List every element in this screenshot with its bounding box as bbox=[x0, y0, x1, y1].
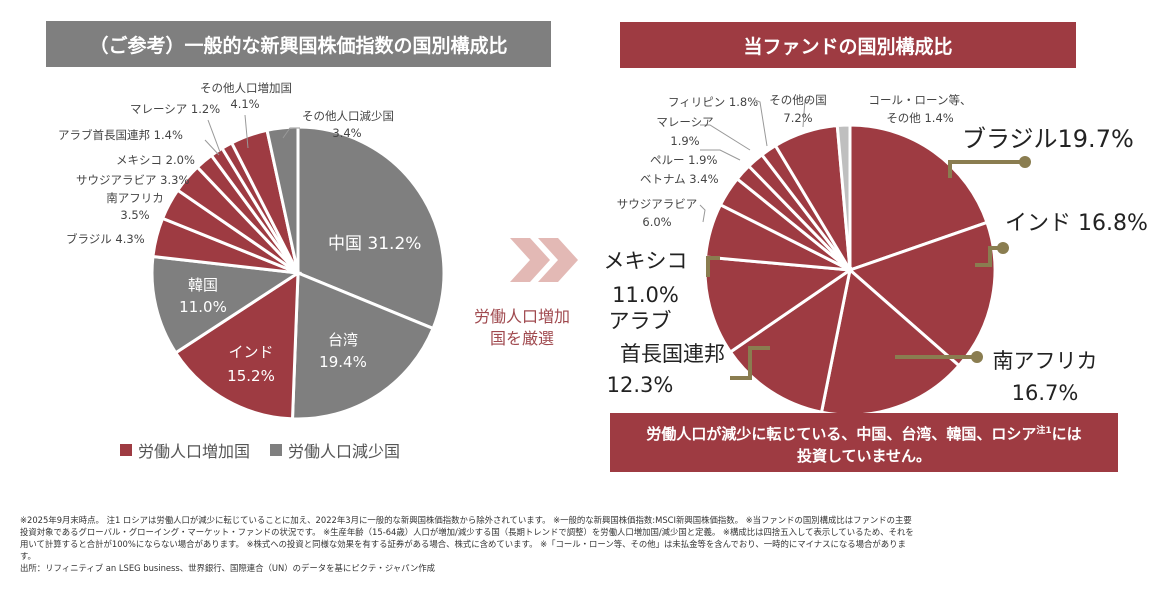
label-r-saudi-value: 6.0% bbox=[642, 215, 672, 229]
label-brazil: ブラジル 4.3% bbox=[66, 232, 145, 246]
label-r-uae-2: 首長国連邦 bbox=[620, 342, 725, 366]
label-r-brazil: ブラジル19.7% bbox=[962, 125, 1134, 153]
label-r-malaysia-value: 1.9% bbox=[670, 134, 700, 148]
label-r-other: その他の国 bbox=[769, 93, 827, 107]
leader-dots bbox=[971, 156, 1031, 363]
label-mexico: メキシコ 2.0% bbox=[116, 153, 195, 167]
right-chart-title: 当ファンドの国別構成比 bbox=[620, 22, 1076, 68]
middle-caption-line2: 国を厳選 bbox=[489, 329, 554, 348]
label-r-mexico: メキシコ bbox=[603, 249, 688, 273]
label-r-south-africa: 南アフリカ bbox=[992, 349, 1098, 373]
label-uae: アラブ首長国連邦 1.4% bbox=[58, 128, 183, 142]
footnote-text: ※2025年9月末時点。 注1 ロシアは労働人口が減少に転じていることに加え、2… bbox=[20, 515, 914, 561]
label-r-uae-value: 12.3% bbox=[606, 373, 674, 397]
label-r-south-africa-value: 16.7% bbox=[1011, 381, 1079, 405]
left-chart-title: （ご参考）一般的な新興国株価指数の国別構成比 bbox=[46, 21, 551, 67]
label-r-philippines: フィリピン 1.8% bbox=[668, 95, 759, 109]
label-india: インド bbox=[228, 343, 274, 361]
notice-line1: 労働人口が減少に転じている、中国、台湾、韓国、ロシア bbox=[646, 425, 1037, 443]
label-r-peru: ペルー 1.9% bbox=[650, 153, 718, 167]
footnotes: ※2025年9月末時点。 注1 ロシアは労働人口が減少に転じていることに加え、2… bbox=[20, 514, 920, 574]
label-r-cash-value: その他 1.4% bbox=[886, 111, 954, 125]
label-south-africa-value: 3.5% bbox=[120, 208, 150, 222]
pie-slice-3 bbox=[728, 266, 853, 414]
pie-slice-3 bbox=[150, 254, 303, 355]
pie-slice-11 bbox=[835, 123, 852, 271]
label-china: 中国 31.2% bbox=[328, 234, 422, 254]
leader-lines bbox=[204, 99, 812, 223]
label-taiwan: 台湾 bbox=[327, 331, 358, 349]
legend: 労働人口増加国 労働人口減少国 bbox=[120, 438, 400, 462]
label-r-malaysia: マレーシア bbox=[656, 115, 714, 129]
label-r-india: インド 16.8% bbox=[1005, 211, 1148, 236]
label-other-decrease-value: 3.4% bbox=[332, 126, 362, 140]
label-r-mexico-value: 11.0% bbox=[612, 283, 679, 307]
label-other-increase-value: 4.1% bbox=[230, 97, 260, 111]
label-south-africa: 南アフリカ bbox=[106, 191, 164, 205]
legend-label-decrease: 労働人口減少国 bbox=[288, 442, 401, 461]
label-other-increase: その他人口増加国 bbox=[200, 81, 292, 95]
label-malaysia: マレーシア 1.2% bbox=[130, 102, 221, 116]
label-saudi: サウジアラビア 3.3% bbox=[76, 173, 190, 187]
right-pie bbox=[703, 123, 997, 417]
pie-slice-2 bbox=[173, 270, 300, 421]
legend-label-increase: 労働人口増加国 bbox=[138, 442, 251, 461]
notice-box: 労働人口が減少に転じている、中国、台湾、韓国、ロシア注1には 投資していません。 bbox=[610, 413, 1118, 472]
chevron-arrow-icon bbox=[510, 238, 578, 282]
middle-caption: 労働人口増加 国を厳選 bbox=[462, 306, 582, 350]
legend-swatch-decrease bbox=[270, 444, 283, 456]
left-pie bbox=[150, 125, 446, 421]
pie-slice-1 bbox=[290, 270, 436, 421]
label-r-vietnam: ベトナム 3.4% bbox=[640, 172, 719, 186]
label-korea: 韓国 bbox=[187, 276, 218, 294]
notice-footnote-ref: 注1 bbox=[1036, 426, 1052, 436]
label-taiwan-value: 19.4% bbox=[319, 353, 367, 371]
pie-slice-11 bbox=[265, 125, 300, 274]
label-korea-value: 11.0% bbox=[179, 298, 227, 316]
source-text: 出所：リフィニティブ an LSEG business、世界銀行、国際連合（UN… bbox=[20, 563, 436, 573]
label-r-other-value: 7.2% bbox=[783, 111, 813, 125]
pie-slice-0 bbox=[296, 125, 446, 331]
label-r-saudi: サウジアラビア bbox=[616, 197, 698, 211]
olive-leader-lines bbox=[706, 160, 1020, 380]
label-india-value: 15.2% bbox=[227, 367, 275, 385]
label-other-decrease: その他人口減少国 bbox=[302, 109, 394, 123]
middle-caption-line1: 労働人口増加 bbox=[473, 307, 570, 326]
label-r-cash: コール・ローン等、 bbox=[868, 93, 972, 107]
legend-swatch-increase bbox=[120, 444, 132, 456]
label-r-uae-1: アラブ bbox=[608, 309, 672, 333]
notice-line1-end: には bbox=[1051, 425, 1082, 443]
pie-slice-4 bbox=[703, 255, 855, 355]
notice-line2: 投資していません。 bbox=[796, 447, 932, 465]
